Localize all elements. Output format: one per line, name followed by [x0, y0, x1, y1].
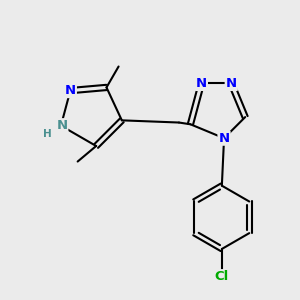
- Text: Cl: Cl: [215, 270, 229, 283]
- Text: N: N: [56, 119, 68, 132]
- Text: N: N: [218, 132, 230, 145]
- Text: N: N: [196, 77, 207, 90]
- Text: H: H: [43, 129, 51, 139]
- Text: N: N: [65, 84, 76, 97]
- Text: N: N: [226, 77, 237, 90]
